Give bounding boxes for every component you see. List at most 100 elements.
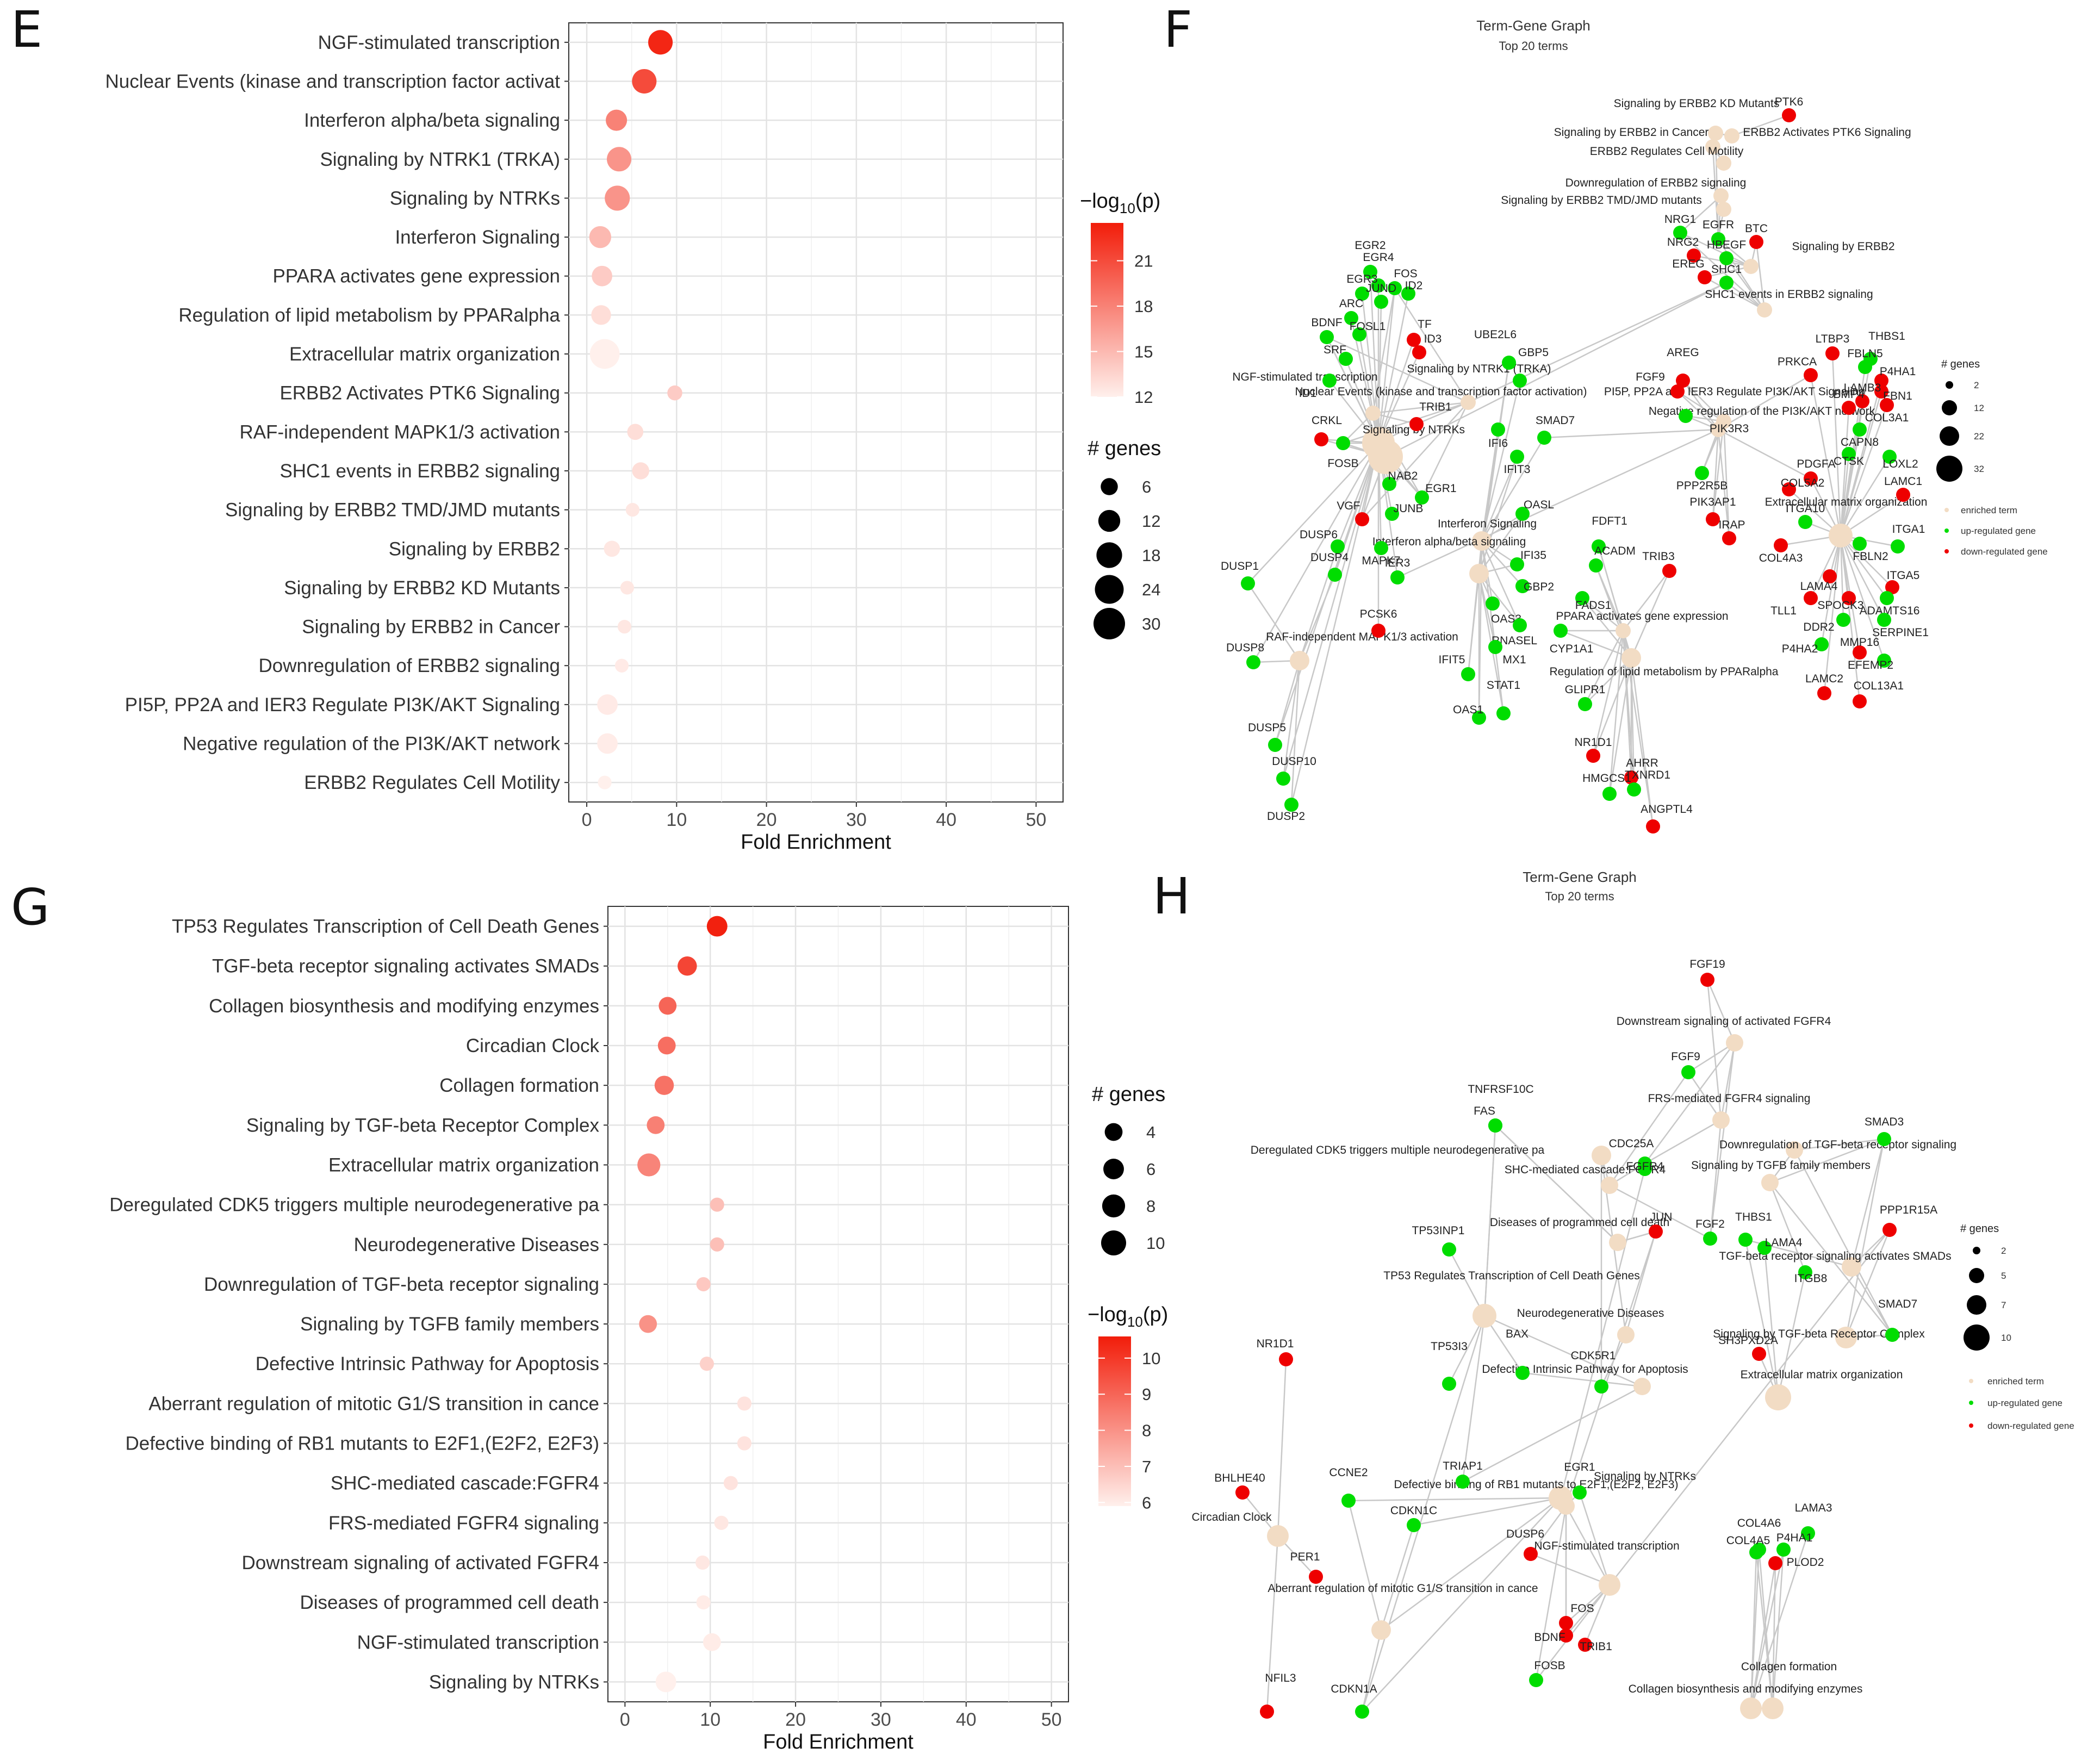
network-edge <box>1481 540 1523 587</box>
data-point <box>598 775 612 789</box>
plot-panel <box>568 22 1064 803</box>
up-gene-bdnf <box>1320 330 1334 344</box>
size-legend-dot <box>1101 478 1118 495</box>
gene-label: THBS1 <box>1735 1211 1772 1223</box>
gene-label: PRKCA <box>1778 356 1817 368</box>
up-gene-triap1 <box>1456 1475 1470 1489</box>
down-gene-fgf9 <box>1670 384 1685 399</box>
network-edge <box>1688 1042 1735 1073</box>
network-edge <box>1763 1247 1779 1398</box>
network-edge <box>1372 288 1396 414</box>
network-edge <box>1840 429 1861 536</box>
gene-label: SERPINE1 <box>1872 626 1929 639</box>
y-tick-label: Extracellular matrix organization <box>289 344 560 365</box>
gene-label: TP53I3 <box>1431 1340 1468 1353</box>
down-gene-ereg <box>1698 270 1712 284</box>
gene-label: MAPK7 <box>1362 555 1400 567</box>
up-gene-capn8 <box>1853 422 1867 437</box>
gene-label: HBEGF <box>1707 239 1746 251</box>
network-edge <box>1274 660 1301 745</box>
gene-label: RNASEL <box>1492 635 1537 647</box>
up-gene-tp53i3 <box>1442 1377 1456 1391</box>
term-node-ppara-activates-gene-expression <box>1616 623 1631 638</box>
gene-label: ITGA5 <box>1887 569 1920 582</box>
gene-label: EGFR <box>1703 219 1734 231</box>
gene-label: FGF9 <box>1671 1050 1700 1063</box>
term-label: NGF-stimulated transcription <box>1534 1540 1679 1552</box>
down-gene-bmp4 <box>1842 401 1856 415</box>
up-gene-itga1 <box>1891 539 1905 554</box>
network-edge <box>1644 1042 1736 1164</box>
network-f-legend-enriched: enriched term <box>1961 505 2017 515</box>
y-tick-label: Signaling by TGFB family members <box>300 1314 599 1335</box>
down-gene-pcsk6 <box>1371 624 1385 638</box>
gene-label: PPP1R15A <box>1880 1204 1937 1216</box>
size-legend-label: 10 <box>1146 1234 1165 1253</box>
up-gene-id1 <box>1322 374 1337 388</box>
legend-size-22 <box>1940 426 1959 446</box>
y-tick-label: Signaling by NTRKs <box>390 188 560 209</box>
gene-label: COL13A1 <box>1854 680 1904 692</box>
up-gene-junb <box>1385 507 1399 521</box>
up-gene-lama4 <box>1757 1241 1772 1255</box>
x-tick-label: 40 <box>956 1709 977 1730</box>
network-edge <box>1840 535 1893 588</box>
term-label: Defective Intrinsic Pathway for Apoptosi… <box>1482 1363 1688 1376</box>
up-gene-hmgcs1 <box>1602 787 1617 801</box>
x-tick-label: 20 <box>756 810 777 830</box>
gene-label: SHC1 <box>1711 263 1742 276</box>
term-node-signaling-by-tgf-beta-receptor-complex <box>1835 1327 1857 1348</box>
size-legend-label: 8 <box>1146 1197 1155 1216</box>
network-edge <box>1361 1630 1382 1712</box>
size-legend-label: 12 <box>1142 512 1160 531</box>
term-label: Signaling by TGF-beta Receptor Complex <box>1713 1328 1925 1340</box>
data-point <box>678 956 697 976</box>
color-legend-label: 9 <box>1142 1385 1151 1404</box>
down-gene-col13a1 <box>1853 694 1867 708</box>
gene-label: TXNRD1 <box>1625 769 1670 781</box>
gene-label: STAT1 <box>1487 679 1520 692</box>
network-edge <box>1448 1249 1486 1316</box>
gene-label: LAMC2 <box>1805 673 1843 685</box>
data-point <box>667 385 682 401</box>
network-edge <box>1677 390 1724 422</box>
network-edge <box>1380 1525 1415 1631</box>
down-gene-ltbp3 <box>1825 346 1840 360</box>
network-edge <box>1467 573 1480 675</box>
gene-label: PIK3AP1 <box>1689 496 1736 508</box>
up-gene-ctsk <box>1842 447 1856 461</box>
data-point <box>710 1237 724 1252</box>
network-edge <box>1579 1492 1611 1585</box>
network-h-legend-title: # genes <box>1960 1223 1999 1235</box>
size-legend-dot <box>1103 1159 1124 1179</box>
gene-label: CTSK <box>1834 455 1864 468</box>
term-node-neurodegenerative-diseases <box>1617 1326 1635 1344</box>
y-tick-label: Downregulation of TGF-beta receptor sign… <box>204 1274 599 1295</box>
network-edge <box>1600 1334 1627 1387</box>
network-h-title: Term-Gene Graph <box>1523 869 1637 885</box>
gene-label: FOSB <box>1534 1659 1565 1672</box>
up-gene-dusp1 <box>1241 576 1255 590</box>
gene-label: LAMC1 <box>1884 475 1922 488</box>
network-edge <box>1481 380 1521 542</box>
network-edge <box>1794 1138 1885 1151</box>
gene-label: SMAD7 <box>1878 1298 1917 1310</box>
gene-label: SMAD3 <box>1865 1116 1904 1128</box>
network-edge <box>1462 1315 1486 1482</box>
y-tick-label: ERBB2 Activates PTK6 Signaling <box>279 383 560 404</box>
network-edge <box>1416 401 1469 425</box>
up-gene-jund <box>1374 295 1388 309</box>
network-edge <box>1609 1229 1890 1585</box>
down-gene-lama4 <box>1823 569 1837 583</box>
network-edge <box>1840 535 1888 599</box>
gene-label: COL4A5 <box>1726 1534 1770 1547</box>
network-edge <box>1277 1359 1287 1537</box>
term-node-signaling-by-erbb2 <box>1743 259 1759 274</box>
y-tick-label: Signaling by NTRK1 (TRKA) <box>320 149 560 170</box>
network-edge <box>1769 1138 1885 1184</box>
color-legend-label: 15 <box>1134 343 1153 362</box>
network-edge <box>1725 258 1766 310</box>
data-point <box>737 1396 752 1411</box>
y-tick-label: Signaling by NTRKs <box>429 1671 599 1693</box>
network-edge <box>1623 570 1670 631</box>
